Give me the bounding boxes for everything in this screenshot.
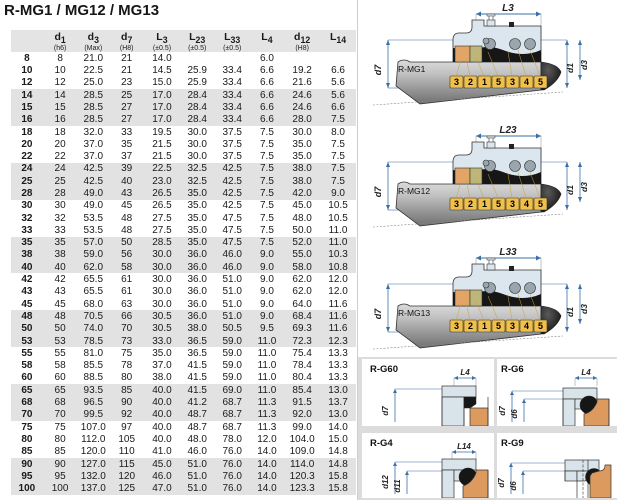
svg-text:d3: d3 [579, 60, 589, 70]
svg-text:d3: d3 [579, 304, 589, 314]
svg-text:3: 3 [510, 77, 515, 87]
svg-text:L4: L4 [581, 368, 591, 377]
svg-text:d7: d7 [373, 186, 383, 197]
svg-text:R-G4: R-G4 [370, 438, 393, 449]
svg-text:d7: d7 [497, 478, 506, 488]
svg-text:R-MG1: R-MG1 [398, 64, 426, 74]
svg-text:3: 3 [454, 199, 459, 209]
svg-text:d7: d7 [381, 406, 390, 416]
svg-text:R-G9: R-G9 [501, 438, 524, 449]
svg-text:3: 3 [454, 77, 459, 87]
svg-text:L33: L33 [499, 247, 517, 258]
svg-text:1: 1 [482, 199, 487, 209]
svg-text:d1: d1 [565, 185, 575, 195]
svg-text:5: 5 [538, 199, 543, 209]
svg-text:d7: d7 [373, 308, 383, 319]
svg-text:R-MG13: R-MG13 [398, 308, 430, 318]
svg-text:d7: d7 [373, 64, 383, 75]
svg-text:R-MG12: R-MG12 [398, 186, 430, 196]
svg-text:4: 4 [524, 77, 529, 87]
svg-text:2: 2 [468, 77, 473, 87]
svg-text:5: 5 [496, 321, 501, 331]
svg-text:3: 3 [510, 321, 515, 331]
svg-text:3: 3 [454, 321, 459, 331]
svg-text:5: 5 [496, 77, 501, 87]
svg-text:R-G60: R-G60 [370, 364, 398, 375]
svg-text:4: 4 [524, 199, 529, 209]
svg-text:d1: d1 [565, 63, 575, 73]
svg-text:1: 1 [482, 321, 487, 331]
svg-text:2: 2 [468, 199, 473, 209]
svg-text:2: 2 [468, 321, 473, 331]
svg-text:5: 5 [538, 321, 543, 331]
svg-text:d11: d11 [393, 479, 402, 493]
svg-text:R-G6: R-G6 [501, 364, 524, 375]
svg-text:4: 4 [524, 321, 529, 331]
svg-text:5: 5 [538, 77, 543, 87]
svg-text:L4: L4 [460, 368, 470, 377]
svg-text:L3: L3 [502, 3, 514, 14]
svg-text:L23: L23 [499, 125, 517, 136]
svg-text:d6: d6 [509, 481, 518, 491]
svg-text:d3: d3 [579, 182, 589, 192]
svg-text:L14: L14 [457, 442, 471, 451]
svg-text:d12: d12 [381, 475, 390, 489]
svg-text:d6: d6 [510, 409, 519, 419]
svg-text:d7: d7 [498, 406, 507, 416]
svg-text:1: 1 [482, 77, 487, 87]
svg-text:3: 3 [510, 199, 515, 209]
svg-text:d1: d1 [565, 307, 575, 317]
svg-text:5: 5 [496, 199, 501, 209]
